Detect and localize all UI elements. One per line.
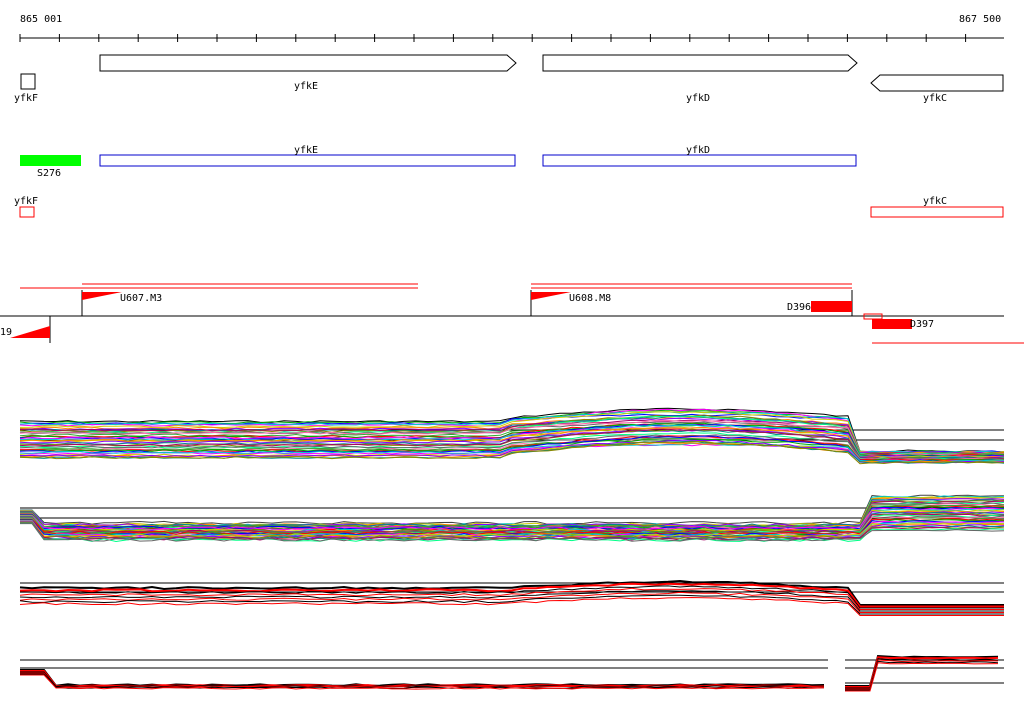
gene-track: yfkF yfkE yfkD yfkC — [14, 54, 1004, 104]
segment-track: U607.M3 U608.M8 D396 D397 19 — [0, 283, 1024, 344]
panel-1-trace — [19, 422, 1005, 458]
panel-3-trace — [19, 579, 1004, 606]
feature-yfkD-label: yfkD — [686, 145, 710, 156]
panel-4-trace — [20, 674, 825, 690]
expression-panel-1 — [19, 407, 1005, 465]
feature-s276-block[interactable] — [20, 155, 81, 166]
panel-2-trace — [20, 523, 1005, 542]
segment-u608-flag[interactable] — [531, 292, 571, 300]
panel-1-trace — [20, 435, 1005, 462]
segment-d397-label: D397 — [910, 319, 934, 330]
panel-1-trace — [19, 424, 1005, 457]
gene-yfkF-box[interactable] — [20, 73, 36, 90]
expression-panel-2 — [20, 494, 1005, 543]
feature-yfkD-box[interactable] — [542, 154, 857, 167]
panel-4-trace — [845, 659, 999, 690]
coordinate-ruler: 865 001 867 500 — [19, 14, 1004, 42]
feature-track-2: yfkF yfkC — [14, 196, 1004, 218]
ruler-start-label: 865 001 — [20, 14, 62, 25]
segment-black-baseline — [0, 290, 1004, 317]
panel-1-trace — [19, 429, 1005, 460]
feature-yfkF-box[interactable] — [19, 206, 35, 218]
segment-19-flag[interactable] — [10, 326, 50, 338]
panel-2-trace — [20, 522, 1005, 543]
panel-1-trace — [20, 439, 1005, 464]
gene-yfkF-label: yfkF — [14, 93, 38, 104]
panel-1-trace — [19, 416, 1005, 455]
panel-3-trace — [19, 594, 1004, 615]
feature-yfkF-label: yfkF — [14, 196, 38, 207]
panel-3-trace — [19, 582, 1004, 608]
panel-1-trace — [19, 428, 1005, 460]
feature-yfkE-box[interactable] — [99, 154, 516, 167]
panel-1-trace — [19, 424, 1005, 459]
panel-1-trace — [19, 441, 1005, 465]
feature-yfkC-label: yfkC — [923, 196, 947, 207]
panel-1-trace — [19, 411, 1005, 455]
feature-yfkC-box[interactable] — [870, 206, 1004, 218]
panel-1-trace — [19, 434, 1005, 461]
segment-d396-block[interactable] — [811, 301, 852, 312]
feature-track-1: S276 yfkE yfkD — [20, 145, 857, 179]
feature-yfkE-label: yfkE — [294, 145, 318, 156]
panel-1-trace — [19, 411, 1005, 454]
gene-yfkC-arrow[interactable] — [870, 74, 1004, 92]
panel-1-trace — [19, 419, 1005, 457]
gene-yfkC-label: yfkC — [923, 93, 947, 104]
panel-4-trace — [845, 662, 999, 692]
panel-4-trace — [845, 656, 999, 688]
panel-3-trace — [19, 596, 1004, 616]
segment-u607-flag[interactable] — [82, 292, 122, 300]
panel-3-trace — [19, 591, 1004, 613]
panel-4-trace — [20, 673, 825, 689]
panel-1-trace — [19, 442, 1004, 463]
panel-2-trace — [20, 507, 1005, 531]
expression-panel-3 — [19, 579, 1004, 616]
gene-yfkD-arrow[interactable] — [542, 54, 858, 72]
feature-s276-label: S276 — [37, 168, 61, 179]
expression-panel-4 — [20, 654, 1004, 692]
segment-d396-label: D396 — [787, 302, 811, 313]
panel-2-trace — [20, 494, 1005, 525]
gene-yfkD-label: yfkD — [686, 93, 710, 104]
panel-3-trace — [20, 585, 1004, 609]
segment-u608-label: U608.M8 — [569, 293, 611, 304]
gene-yfkE-label: yfkE — [294, 81, 318, 92]
panel-1-trace — [19, 419, 1005, 456]
panel-3-trace — [19, 587, 1004, 610]
segment-19-label: 19 — [0, 327, 12, 338]
panel-2-trace — [20, 498, 1005, 528]
panel-1-trace — [19, 413, 1005, 453]
panel-1-trace — [19, 426, 1005, 459]
gene-yfkE-arrow[interactable] — [99, 54, 517, 72]
segment-d397-block[interactable] — [872, 319, 912, 329]
ruler-end-label: 867 500 — [959, 14, 1001, 25]
panel-4-trace — [845, 658, 999, 689]
panel-4-trace — [20, 669, 825, 687]
segment-u607-label: U607.M3 — [120, 293, 162, 304]
panel-3-trace — [19, 590, 1004, 612]
panel-4-trace — [845, 660, 999, 691]
ruler-ticks — [19, 34, 967, 42]
